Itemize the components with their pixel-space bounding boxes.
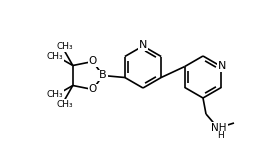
Text: N: N: [218, 61, 226, 71]
Text: CH₃: CH₃: [56, 100, 73, 109]
Text: B: B: [99, 70, 107, 80]
Text: O: O: [89, 56, 97, 66]
Text: CH₃: CH₃: [56, 42, 73, 51]
Text: CH₃: CH₃: [46, 90, 63, 99]
Text: O: O: [89, 84, 97, 94]
Text: CH₃: CH₃: [46, 52, 63, 61]
Text: N: N: [139, 41, 147, 51]
Text: H: H: [217, 131, 223, 139]
Text: NH: NH: [211, 123, 227, 133]
